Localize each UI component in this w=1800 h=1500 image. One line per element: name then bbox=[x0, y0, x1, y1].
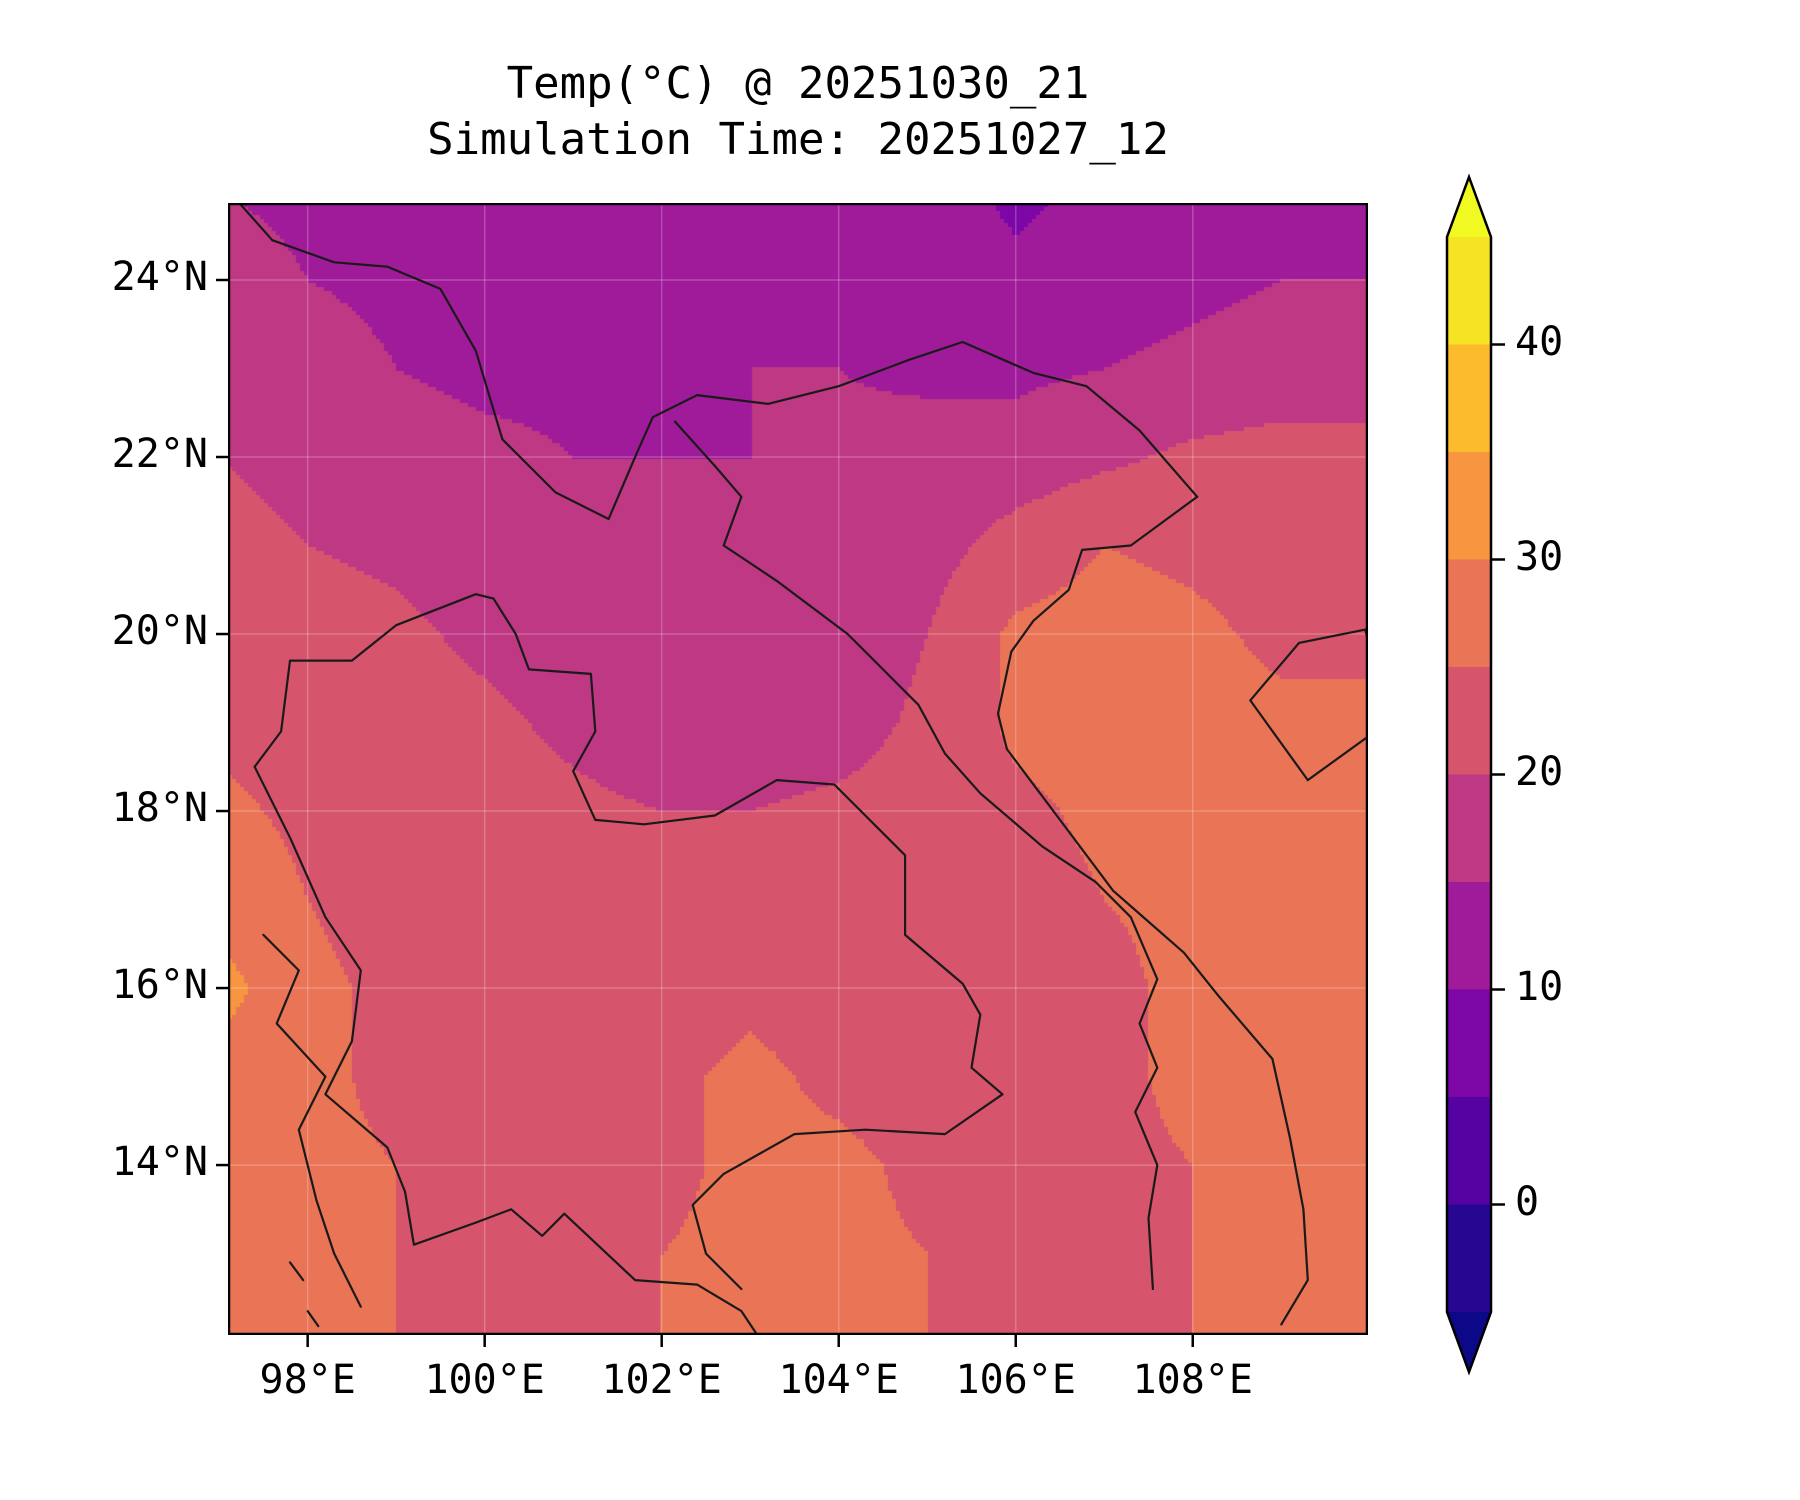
colorbar bbox=[1445, 173, 1505, 1376]
temperature-field bbox=[228, 203, 1368, 1335]
colorbar-band bbox=[1447, 667, 1491, 775]
country-border bbox=[237, 203, 274, 242]
country-border bbox=[1249, 628, 1368, 782]
colorbar-tick-label: 0 bbox=[1515, 1178, 1540, 1225]
y-tick-label: 18°N bbox=[111, 785, 208, 832]
colorbar-tick-label: 20 bbox=[1515, 748, 1564, 795]
map-overlay bbox=[228, 203, 1368, 1335]
colorbar-extend-under bbox=[1447, 1312, 1491, 1372]
colorbar-tick-label: 30 bbox=[1515, 533, 1564, 580]
colorbar-band bbox=[1447, 774, 1491, 882]
x-tick-label: 106°E bbox=[955, 1357, 1076, 1403]
colorbar-band bbox=[1447, 452, 1491, 560]
y-tick-label: 24°N bbox=[111, 254, 208, 300]
colorbar-extend-over bbox=[1447, 177, 1491, 237]
country-border bbox=[996, 495, 1309, 1326]
colorbar-band bbox=[1447, 344, 1491, 452]
y-tick-label: 20°N bbox=[111, 608, 208, 655]
country-border bbox=[306, 1309, 320, 1328]
colorbar-band bbox=[1447, 237, 1491, 345]
colorbar-tick-label: 10 bbox=[1515, 963, 1564, 1010]
plot-title: Temp(°C) @ 20251030_21 bbox=[506, 58, 1090, 109]
colorbar-outline bbox=[1445, 173, 1493, 1376]
colorbar-band bbox=[1447, 1097, 1491, 1205]
y-tick-label: 22°N bbox=[111, 431, 208, 477]
country-border bbox=[271, 239, 1199, 521]
x-tick-label: 100°E bbox=[424, 1357, 545, 1403]
country-border bbox=[673, 420, 1159, 1291]
y-tick-label: 16°N bbox=[111, 962, 208, 1009]
country-border bbox=[262, 933, 362, 1308]
map-plot bbox=[228, 203, 1368, 1335]
x-tick-label: 108°E bbox=[1132, 1357, 1253, 1403]
colorbar-band bbox=[1447, 559, 1491, 667]
colorbar-tick-label: 40 bbox=[1515, 318, 1564, 365]
country-border bbox=[288, 1261, 305, 1282]
x-tick-label: 98°E bbox=[259, 1357, 356, 1403]
plot-frame bbox=[228, 203, 1368, 1335]
plot-subtitle: Simulation Time: 20251027_12 bbox=[427, 114, 1169, 165]
country-border bbox=[253, 593, 759, 1335]
colorbar-band bbox=[1447, 989, 1491, 1097]
country-border bbox=[492, 597, 1004, 1291]
y-tick-label: 14°N bbox=[111, 1139, 208, 1186]
colorbar-band bbox=[1447, 1204, 1491, 1312]
x-tick-label: 104°E bbox=[778, 1357, 899, 1403]
colorbar-band bbox=[1447, 882, 1491, 990]
x-tick-label: 102°E bbox=[601, 1357, 722, 1403]
